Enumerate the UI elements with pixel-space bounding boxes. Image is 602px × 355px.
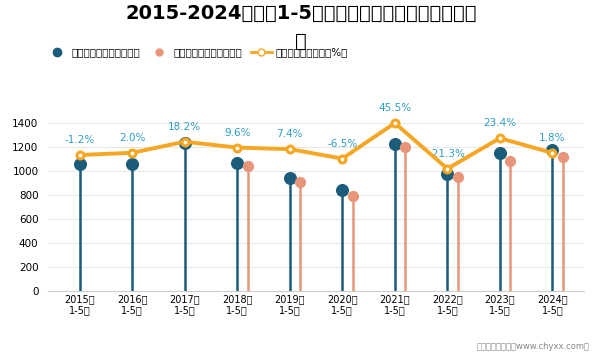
Point xyxy=(338,187,347,193)
Point xyxy=(243,164,253,169)
Point xyxy=(128,161,137,167)
Point xyxy=(75,161,84,167)
Text: 18.2%: 18.2% xyxy=(168,122,201,132)
Text: -1.2%: -1.2% xyxy=(64,135,95,145)
Point xyxy=(558,154,568,160)
Point xyxy=(506,158,515,163)
Text: 2.0%: 2.0% xyxy=(119,133,146,143)
Text: 1.8%: 1.8% xyxy=(539,133,566,143)
Point xyxy=(400,144,410,150)
Text: 制图：智研咨询（www.chyxx.com）: 制图：智研咨询（www.chyxx.com） xyxy=(477,343,590,351)
Point xyxy=(495,151,504,156)
Point xyxy=(296,179,305,185)
Point xyxy=(548,147,557,153)
Point xyxy=(453,174,463,180)
Point xyxy=(348,193,358,199)
Text: 45.5%: 45.5% xyxy=(378,103,411,113)
Point xyxy=(232,160,242,166)
Text: 9.6%: 9.6% xyxy=(224,128,250,138)
Point xyxy=(390,141,400,147)
Text: -21.3%: -21.3% xyxy=(429,149,466,159)
Point xyxy=(442,171,452,176)
Text: -6.5%: -6.5% xyxy=(327,139,358,149)
Text: 7.4%: 7.4% xyxy=(276,129,303,140)
Point xyxy=(285,176,294,181)
Point xyxy=(180,140,190,146)
Text: 23.4%: 23.4% xyxy=(483,119,517,129)
Text: 图: 图 xyxy=(295,32,307,51)
Legend: 利润总额累计值（亿元）, 营业利润累计值（亿元）, 利润总额累计增长（%）: 利润总额累计值（亿元）, 营业利润累计值（亿元）, 利润总额累计增长（%） xyxy=(43,43,353,62)
Text: 2015-2024年各年1-5月通用设备制造业企业利润统计: 2015-2024年各年1-5月通用设备制造业企业利润统计 xyxy=(125,4,477,23)
